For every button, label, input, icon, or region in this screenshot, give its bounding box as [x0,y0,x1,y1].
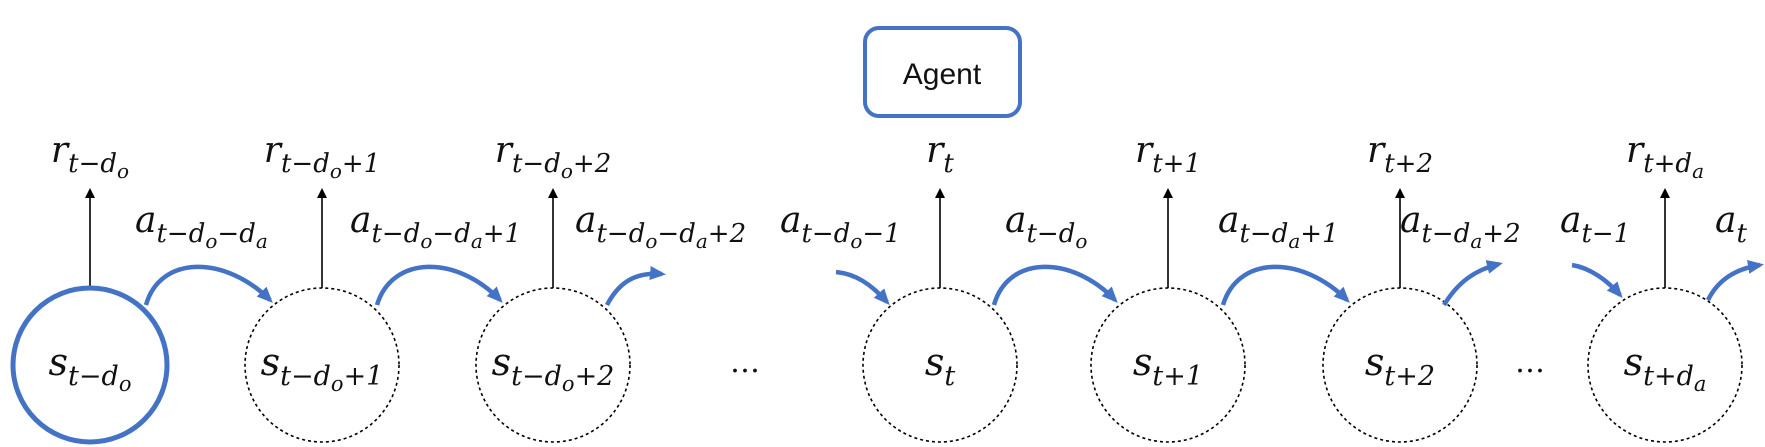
reward-label-1: rt−do+1 [264,130,380,183]
agent-box-border [863,26,1022,118]
state-node-1 [244,287,400,443]
state-nodes [10,285,1743,445]
state-label-6: st+da [1624,340,1707,396]
reward-label-5: rt+2 [1367,130,1433,179]
reward-label-0: rt−do [51,130,129,183]
action-label-7: at−1 [1560,200,1630,249]
action-label-8: at [1715,200,1747,249]
action-label-3: at−do−1 [780,200,901,253]
action-arrow-5 [1220,264,1350,306]
state-label-5: st+2 [1365,340,1435,392]
action-label-1: at−do−da+1 [350,200,521,253]
action-arrow-7 [1571,262,1623,299]
state-label-1: st−do+1 [261,340,384,396]
state-node-3 [862,287,1018,443]
action-label-2: at−do−da+2 [575,200,746,253]
state-node-2 [475,287,631,443]
action-arrow-3 [835,269,890,305]
reward-label-2: rt−do+2 [495,130,611,183]
action-arrow-8 [1705,259,1764,302]
reward-label-6: rt+da [1626,130,1704,183]
action-arrow-6 [1442,260,1503,307]
ellipsis-0: … [730,345,760,380]
action-arrow-1 [374,264,503,306]
action-arrow-2 [605,266,666,307]
action-label-4: at−do [1005,200,1087,253]
state-node-6 [1587,287,1743,443]
state-node-0 [10,285,170,445]
state-label-3: st [925,340,956,392]
ellipsis-1: … [1515,345,1545,380]
labels: st−do st−do+1 st−do+2 st st+1 st+2 st+da rt−do r… [49,130,1748,396]
state-label-0: st−do [49,340,132,396]
state-node-5 [1322,287,1478,443]
action-arrow-0 [143,264,273,306]
action-arrows [143,259,1764,307]
action-label-0: at−do−da [135,200,268,253]
reward-arrows [85,188,1670,288]
state-label-2: st−do+2 [492,340,615,396]
reward-label-3: rt [926,130,954,179]
state-node-4 [1090,287,1246,443]
state-label-4: st+1 [1133,340,1203,392]
action-arrow-4 [991,264,1118,306]
agent-label: Agent [903,58,982,91]
action-label-5: at−da+1 [1218,200,1339,253]
action-label-6: at−da+2 [1400,200,1521,253]
reward-label-4: rt+1 [1135,130,1201,179]
agent-box: Agent [863,26,1022,118]
